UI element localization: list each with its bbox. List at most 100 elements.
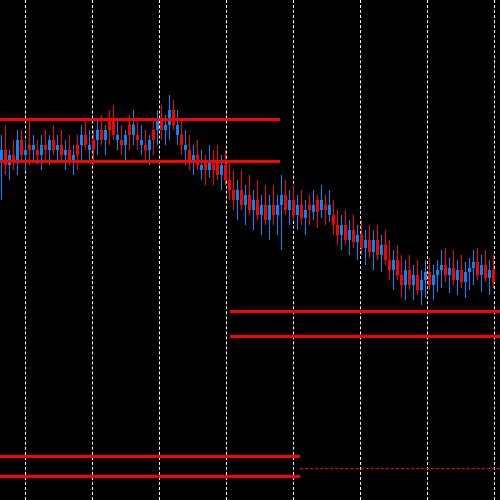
candle-wick (277, 195, 278, 235)
candle-body (304, 210, 307, 218)
candle-body (400, 275, 403, 285)
candle-body (264, 205, 267, 220)
candle-body (440, 265, 443, 270)
candle-body (324, 205, 327, 210)
candle-body (252, 200, 255, 210)
candle-body (104, 130, 107, 140)
candle-body (180, 135, 183, 145)
candle-body (232, 190, 235, 200)
candle-body (240, 190, 243, 205)
candle-wick (253, 190, 254, 230)
candle-wick (65, 140, 66, 170)
candle-body (228, 180, 231, 190)
candle-body (156, 120, 159, 130)
candle-body (468, 268, 471, 272)
candle-body (80, 135, 83, 145)
candle-body (476, 262, 479, 275)
candle-body (268, 205, 271, 220)
candle-body (276, 205, 279, 215)
candle-body (120, 140, 123, 145)
candle-body (312, 205, 315, 212)
candle-body (24, 150, 27, 155)
grid-line-vertical (293, 0, 294, 500)
candle-body (332, 215, 335, 225)
candle-wick (25, 140, 26, 170)
candle-body (84, 135, 87, 145)
candle-wick (449, 258, 450, 293)
candle-body (60, 145, 63, 155)
candle-body (348, 230, 351, 240)
candle-body (128, 125, 131, 135)
candle-body (380, 245, 383, 255)
candle-body (164, 125, 167, 130)
candle-body (428, 272, 431, 285)
grid-line-vertical (427, 0, 428, 500)
candle-body (364, 240, 367, 248)
candle-body (108, 120, 111, 130)
candle-body (16, 140, 19, 160)
candle-body (396, 260, 399, 275)
candle-body (460, 270, 463, 282)
candle-body (388, 260, 391, 270)
candle-wick (309, 195, 310, 225)
candle-body (56, 145, 59, 150)
candle-body (36, 150, 39, 155)
candle-wick (29, 120, 30, 165)
candle-body (408, 270, 411, 285)
price-level-line (0, 475, 300, 478)
candle-body (360, 235, 363, 248)
candle-body (372, 240, 375, 252)
candle-body (184, 145, 187, 150)
candle-wick (1, 135, 2, 200)
candle-body (320, 200, 323, 210)
candle-body (308, 205, 311, 210)
candle-body (0, 150, 3, 160)
price-level-line (0, 455, 300, 458)
candle-body (132, 125, 135, 135)
candle-body (64, 150, 67, 155)
candle-body (20, 140, 23, 155)
candle-body (444, 265, 447, 275)
candle-body (336, 225, 339, 235)
candle-body (456, 270, 459, 280)
grid-line-vertical (226, 0, 227, 500)
candle-body (52, 140, 55, 150)
candle-body (256, 200, 259, 215)
candle-body (432, 275, 435, 285)
candle-body (44, 145, 47, 150)
grid-line-vertical (159, 0, 160, 500)
candle-body (68, 150, 71, 160)
candle-body (248, 195, 251, 210)
candle-body (148, 140, 151, 150)
price-level-line (0, 160, 280, 163)
candle-wick (469, 258, 470, 290)
candle-wick (437, 260, 438, 292)
candle-body (200, 165, 203, 170)
candle-body (76, 145, 79, 155)
price-level-line (300, 468, 500, 469)
candle-body (92, 140, 95, 150)
candle-body (224, 165, 227, 180)
grid-line-vertical (25, 0, 26, 500)
candle-body (424, 272, 427, 280)
candle-body (484, 265, 487, 278)
candle-wick (393, 250, 394, 290)
candle-body (420, 280, 423, 290)
price-level-line (230, 335, 500, 338)
candle-body (416, 275, 419, 290)
candle-body (140, 140, 143, 145)
candle-body (272, 205, 275, 215)
candlestick-chart (0, 0, 500, 500)
candle-body (220, 165, 223, 175)
candle-body (188, 150, 191, 160)
candle-body (144, 145, 147, 150)
candle-body (236, 190, 239, 200)
candle-body (448, 268, 451, 275)
candle-body (112, 120, 115, 135)
candle-body (136, 135, 139, 140)
candle-body (480, 265, 483, 275)
candle-wick (325, 195, 326, 225)
candle-body (32, 145, 35, 150)
candle-body (392, 260, 395, 270)
candle-body (352, 230, 355, 242)
